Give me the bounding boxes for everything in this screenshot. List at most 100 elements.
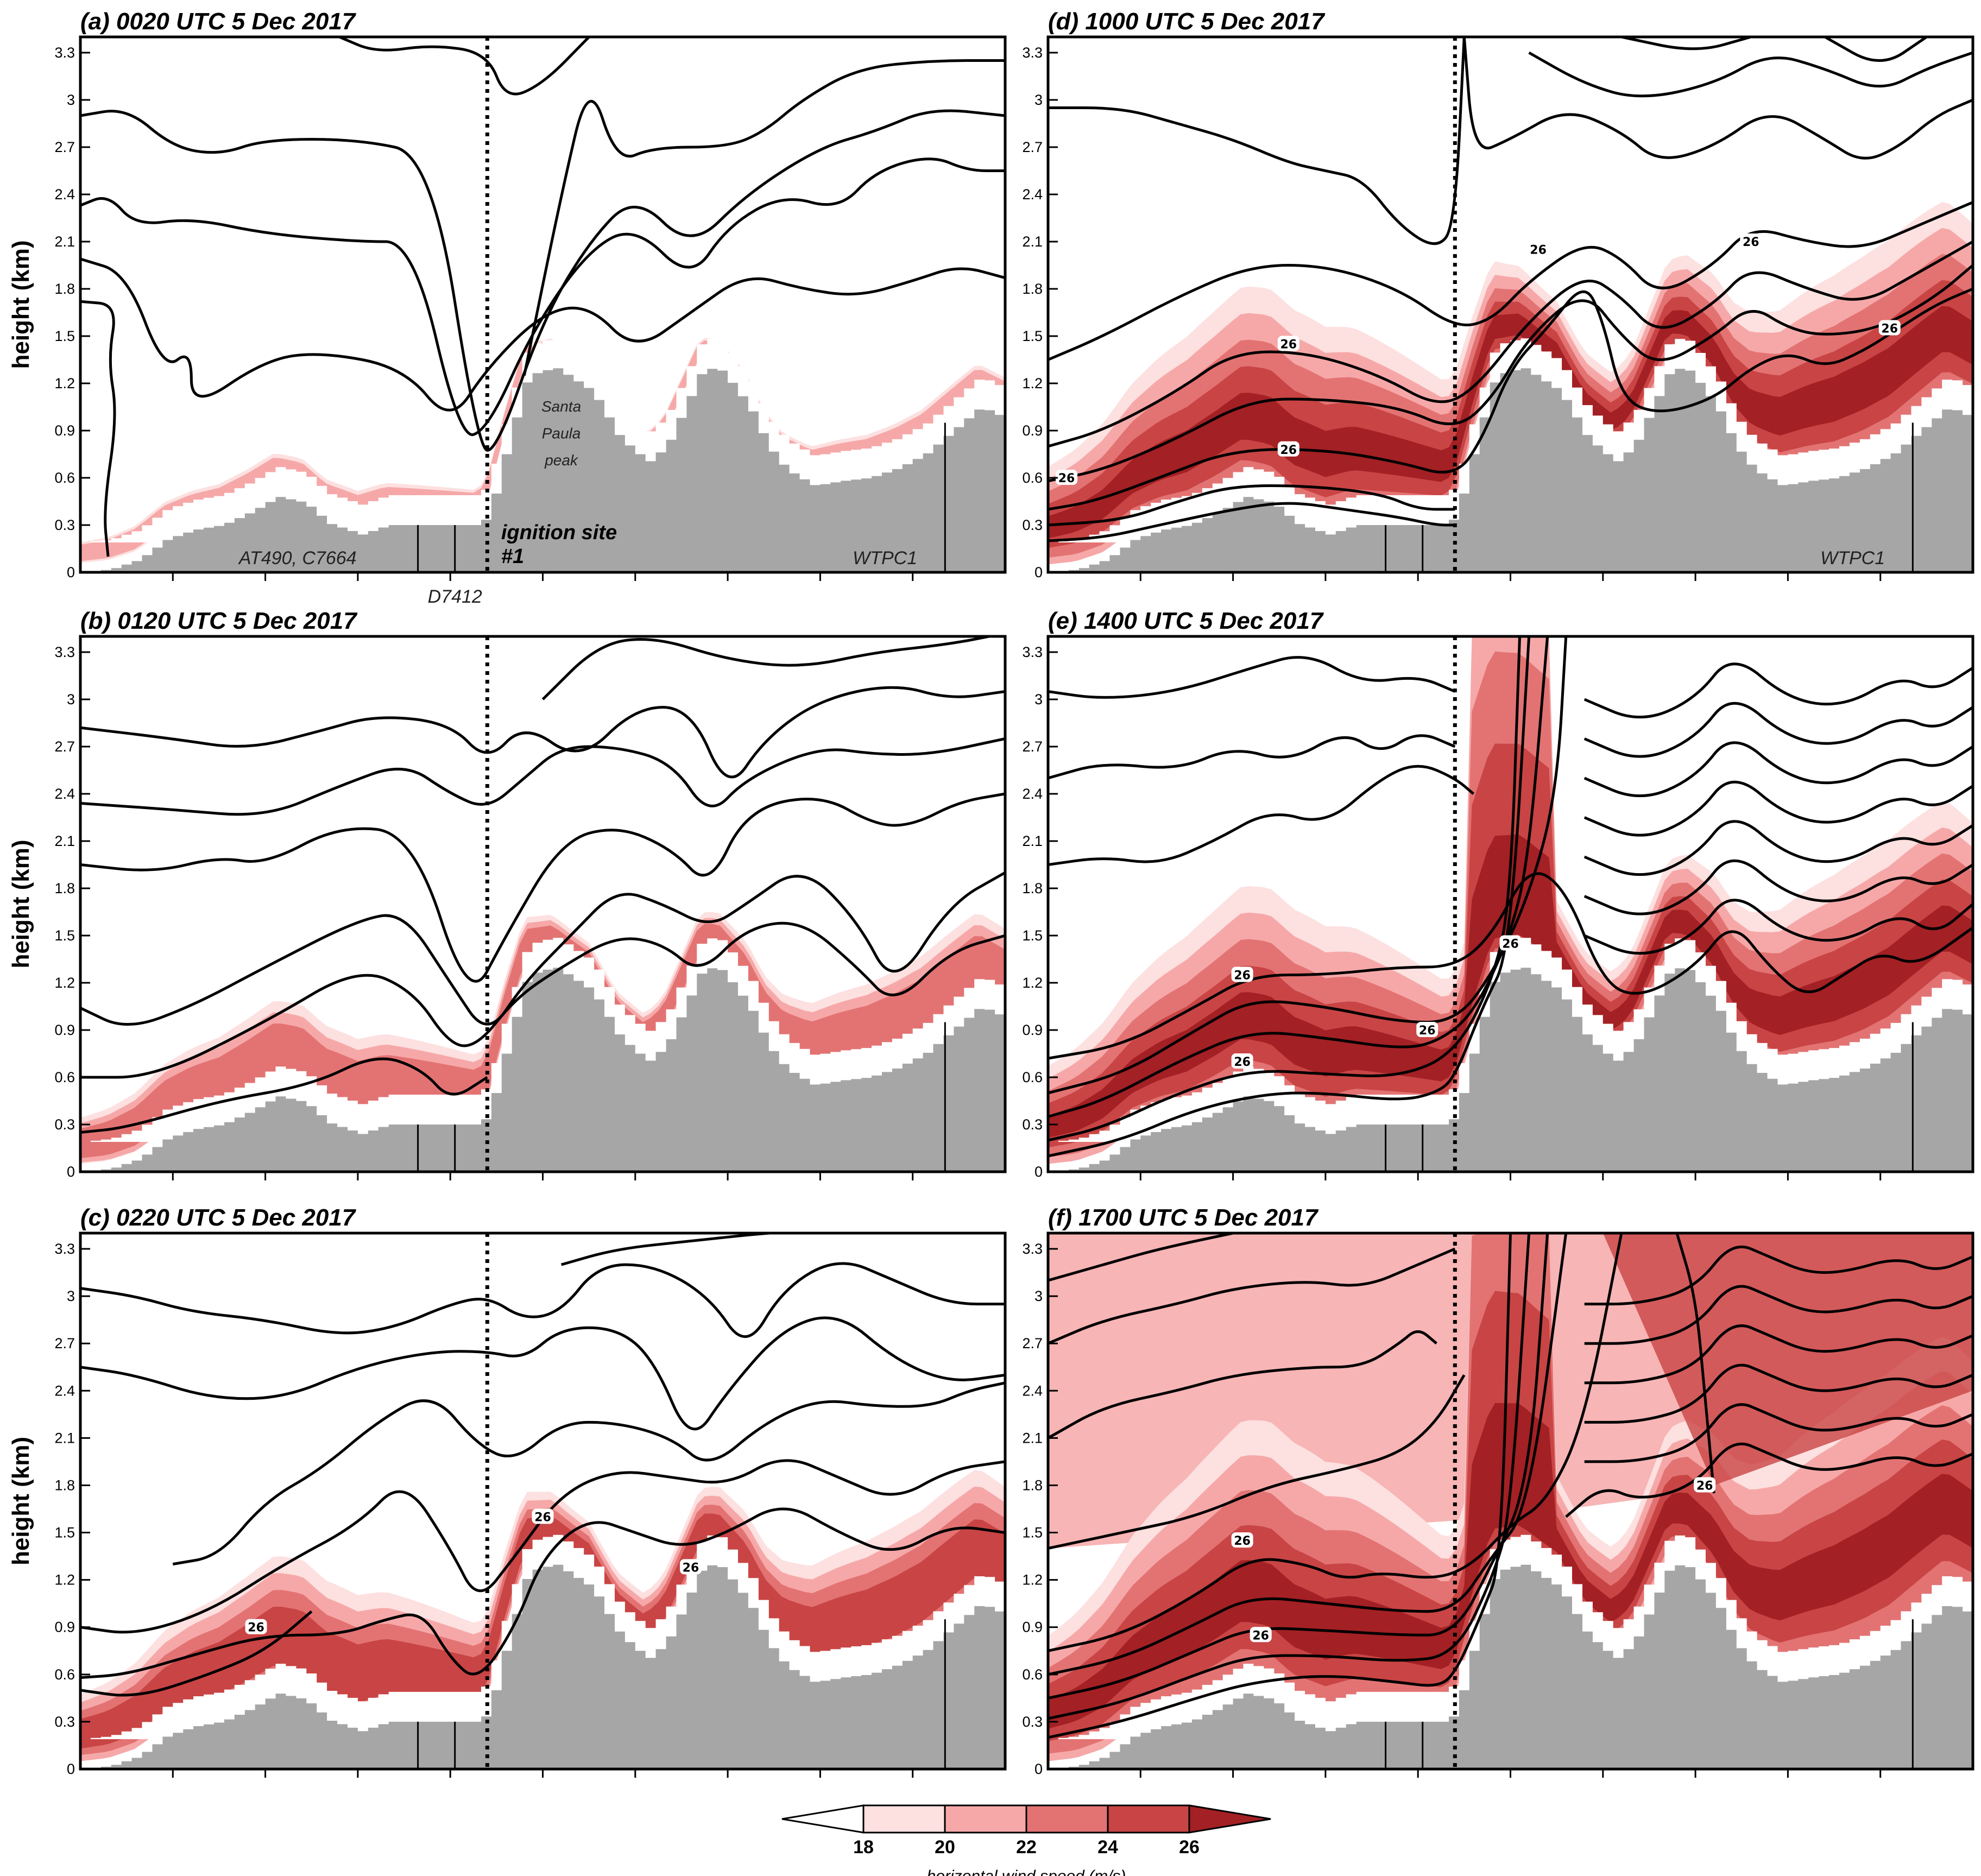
- isentrope-6: [80, 686, 1005, 779]
- contour-label-1: 26: [1056, 470, 1078, 485]
- ignition-site-label: ignition site: [501, 521, 617, 544]
- y-tick-label: 0.9: [1022, 1022, 1043, 1038]
- y-tick-label: 3.3: [54, 45, 75, 61]
- isentrope-4: [80, 792, 1005, 983]
- y-tick-label: 3.3: [54, 1241, 75, 1257]
- y-tick-label: 0.3: [54, 517, 75, 533]
- isentrope-10: [1583, 741, 1973, 798]
- wind-shading-band-5: [1048, 834, 1973, 1138]
- y-tick-label: 1.2: [1022, 1572, 1043, 1588]
- contour-label-3: 26: [1277, 336, 1299, 352]
- contour-label-1: 26: [245, 1619, 267, 1635]
- isentrope-13: [1584, 1324, 1973, 1385]
- terrain: [1048, 968, 1973, 1172]
- station-label-wtpc1: WTPC1: [853, 548, 917, 569]
- isentrope-5: [338, 37, 590, 96]
- terrain: [80, 1564, 1005, 1769]
- isentrope-8: [1048, 1247, 1456, 1345]
- isentrope-3: [1048, 1233, 1549, 1700]
- contour-label-2: 26: [1277, 441, 1299, 457]
- isentrope-4: [1048, 636, 1568, 1095]
- colorbar-tick-label: 20: [935, 1837, 955, 1858]
- y-tick-label: 1.2: [1022, 975, 1043, 991]
- contour-label-text: 26: [1234, 969, 1251, 983]
- colorbar-tick-label: 18: [853, 1837, 874, 1858]
- santa-paula-label: Santa: [541, 398, 581, 415]
- isentrope-7: [1583, 859, 1973, 915]
- y-tick-label: 1.8: [1022, 880, 1043, 896]
- panel-3: 26 26 26 (c) 0220 UTC 5 Dec 2017 0 0.3 0.6 0.9 1…: [8, 1204, 1007, 1778]
- contour-label-1: 26: [1231, 1532, 1253, 1548]
- plot-area: 26 26 26: [80, 1233, 1005, 1769]
- isentrope-3: [80, 1459, 1005, 1634]
- y-tick-label: 1.5: [54, 1525, 75, 1541]
- y-tick-label: 0.9: [54, 422, 75, 439]
- isentrope-9: [1528, 51, 1973, 98]
- isentrope-7: [1048, 37, 1466, 245]
- isentrope-4: [172, 1381, 1005, 1566]
- y-tick-label: 2.1: [1022, 233, 1043, 250]
- y-tick-label: 1.2: [54, 975, 75, 991]
- isentrope-9: [1048, 1233, 1234, 1282]
- panel-5: 26 26 26 26 (e) 1400 UTC 5 Dec 2017 0 0.3 0.6 0.…: [1022, 608, 1974, 1180]
- panel-6: 26 26 26 (f) 1700 UTC 5 Dec 2017 0 0.3 0.6 0.9 1…: [1022, 1204, 1974, 1778]
- y-tick-label: 2.4: [54, 186, 75, 203]
- isentrope-5: [80, 1316, 1005, 1431]
- isentrope-6: [1583, 899, 1973, 955]
- panel-4: 26 26 26 26 26 26 (d) 1000 UTC 5 Dec 2017 0 0.3 0…: [1022, 8, 1974, 581]
- contour-label-text: 26: [1280, 444, 1297, 457]
- y-tick-label: 0.3: [1022, 1116, 1043, 1133]
- y-tick-label: 0.3: [54, 1116, 75, 1133]
- y-tick-label: 2.4: [54, 1382, 75, 1399]
- isentrope-14: [1584, 1285, 1973, 1345]
- y-tick-label: 1.8: [1022, 1477, 1043, 1493]
- y-tick-label: 0.9: [54, 1022, 75, 1038]
- y-tick-label: 0: [1034, 1761, 1043, 1777]
- contour-label-text: 26: [1234, 1056, 1251, 1069]
- contour-label-bg: [1499, 935, 1522, 951]
- contour-label-bg: [1231, 1053, 1253, 1069]
- isentrope-16: [1675, 1233, 1715, 1494]
- contour-label-6: 26: [1878, 320, 1901, 336]
- station-label-wtpc1: WTPC1: [1820, 548, 1885, 569]
- isentrope-5: [80, 737, 1005, 816]
- y-tick-label: 0: [67, 564, 75, 580]
- y-tick-label: 0.3: [1022, 1714, 1043, 1730]
- panel-title: (b) 0120 UTC 5 Dec 2017: [80, 608, 358, 634]
- isentrope-4: [1048, 264, 1973, 483]
- contour-label-bg: [1527, 241, 1549, 257]
- contour-label-bg: [1250, 1627, 1272, 1643]
- panel-title: (f) 1700 UTC 5 Dec 2017: [1048, 1204, 1319, 1231]
- isentrope-1: [80, 1057, 488, 1134]
- plot-area: 26 26 26 26 26 26: [1048, 37, 1973, 572]
- colorbar-above-arrow: [1188, 1804, 1271, 1834]
- y-tick-label: 1.8: [54, 1477, 75, 1493]
- santa-paula-label-3: peak: [544, 452, 579, 469]
- contour-label-bg: [679, 1559, 702, 1575]
- isentrope-15: [1584, 1246, 1973, 1306]
- panel-title: (c) 0220 UTC 5 Dec 2017: [80, 1204, 357, 1231]
- colorbar-swatch-2: [944, 1804, 1027, 1834]
- terrain: [80, 968, 1005, 1172]
- y-tick-label: 0.3: [1022, 517, 1043, 533]
- y-tick-label: 2.4: [1022, 786, 1043, 802]
- isentrope-5: [1048, 1233, 1623, 1652]
- y-tick-label: 2.7: [1022, 738, 1043, 755]
- wind-shading-aloft-core: [1603, 1233, 1973, 1486]
- colorbar: 18 20 22 24 26 horizontal wind speed (m/s): [781, 1804, 1271, 1876]
- panels: (a) 0020 UTC 5 Dec 2017 0 0.3 0.6 0.9 1.2 1.5 1…: [8, 8, 1974, 1778]
- y-tick-label: 0.6: [54, 1069, 75, 1085]
- plot-area: 26 26 26 26: [1048, 636, 1973, 1172]
- contour-label-text: 26: [1743, 236, 1759, 249]
- contour-label-bg: [532, 1508, 554, 1524]
- y-tick-label: 0.6: [1022, 1069, 1043, 1085]
- isentrope-4: [1048, 1233, 1568, 1676]
- y-tick-label: 0.6: [54, 1666, 75, 1683]
- isentrope-7: [1048, 1330, 1437, 1439]
- y-tick-label: 3: [1034, 92, 1043, 108]
- y-tick-label: 0.9: [1022, 422, 1043, 439]
- isentrope-10: [1565, 1442, 1973, 1518]
- wind-shading-band-2: [80, 340, 1005, 561]
- isentrope-1: [1048, 502, 1455, 542]
